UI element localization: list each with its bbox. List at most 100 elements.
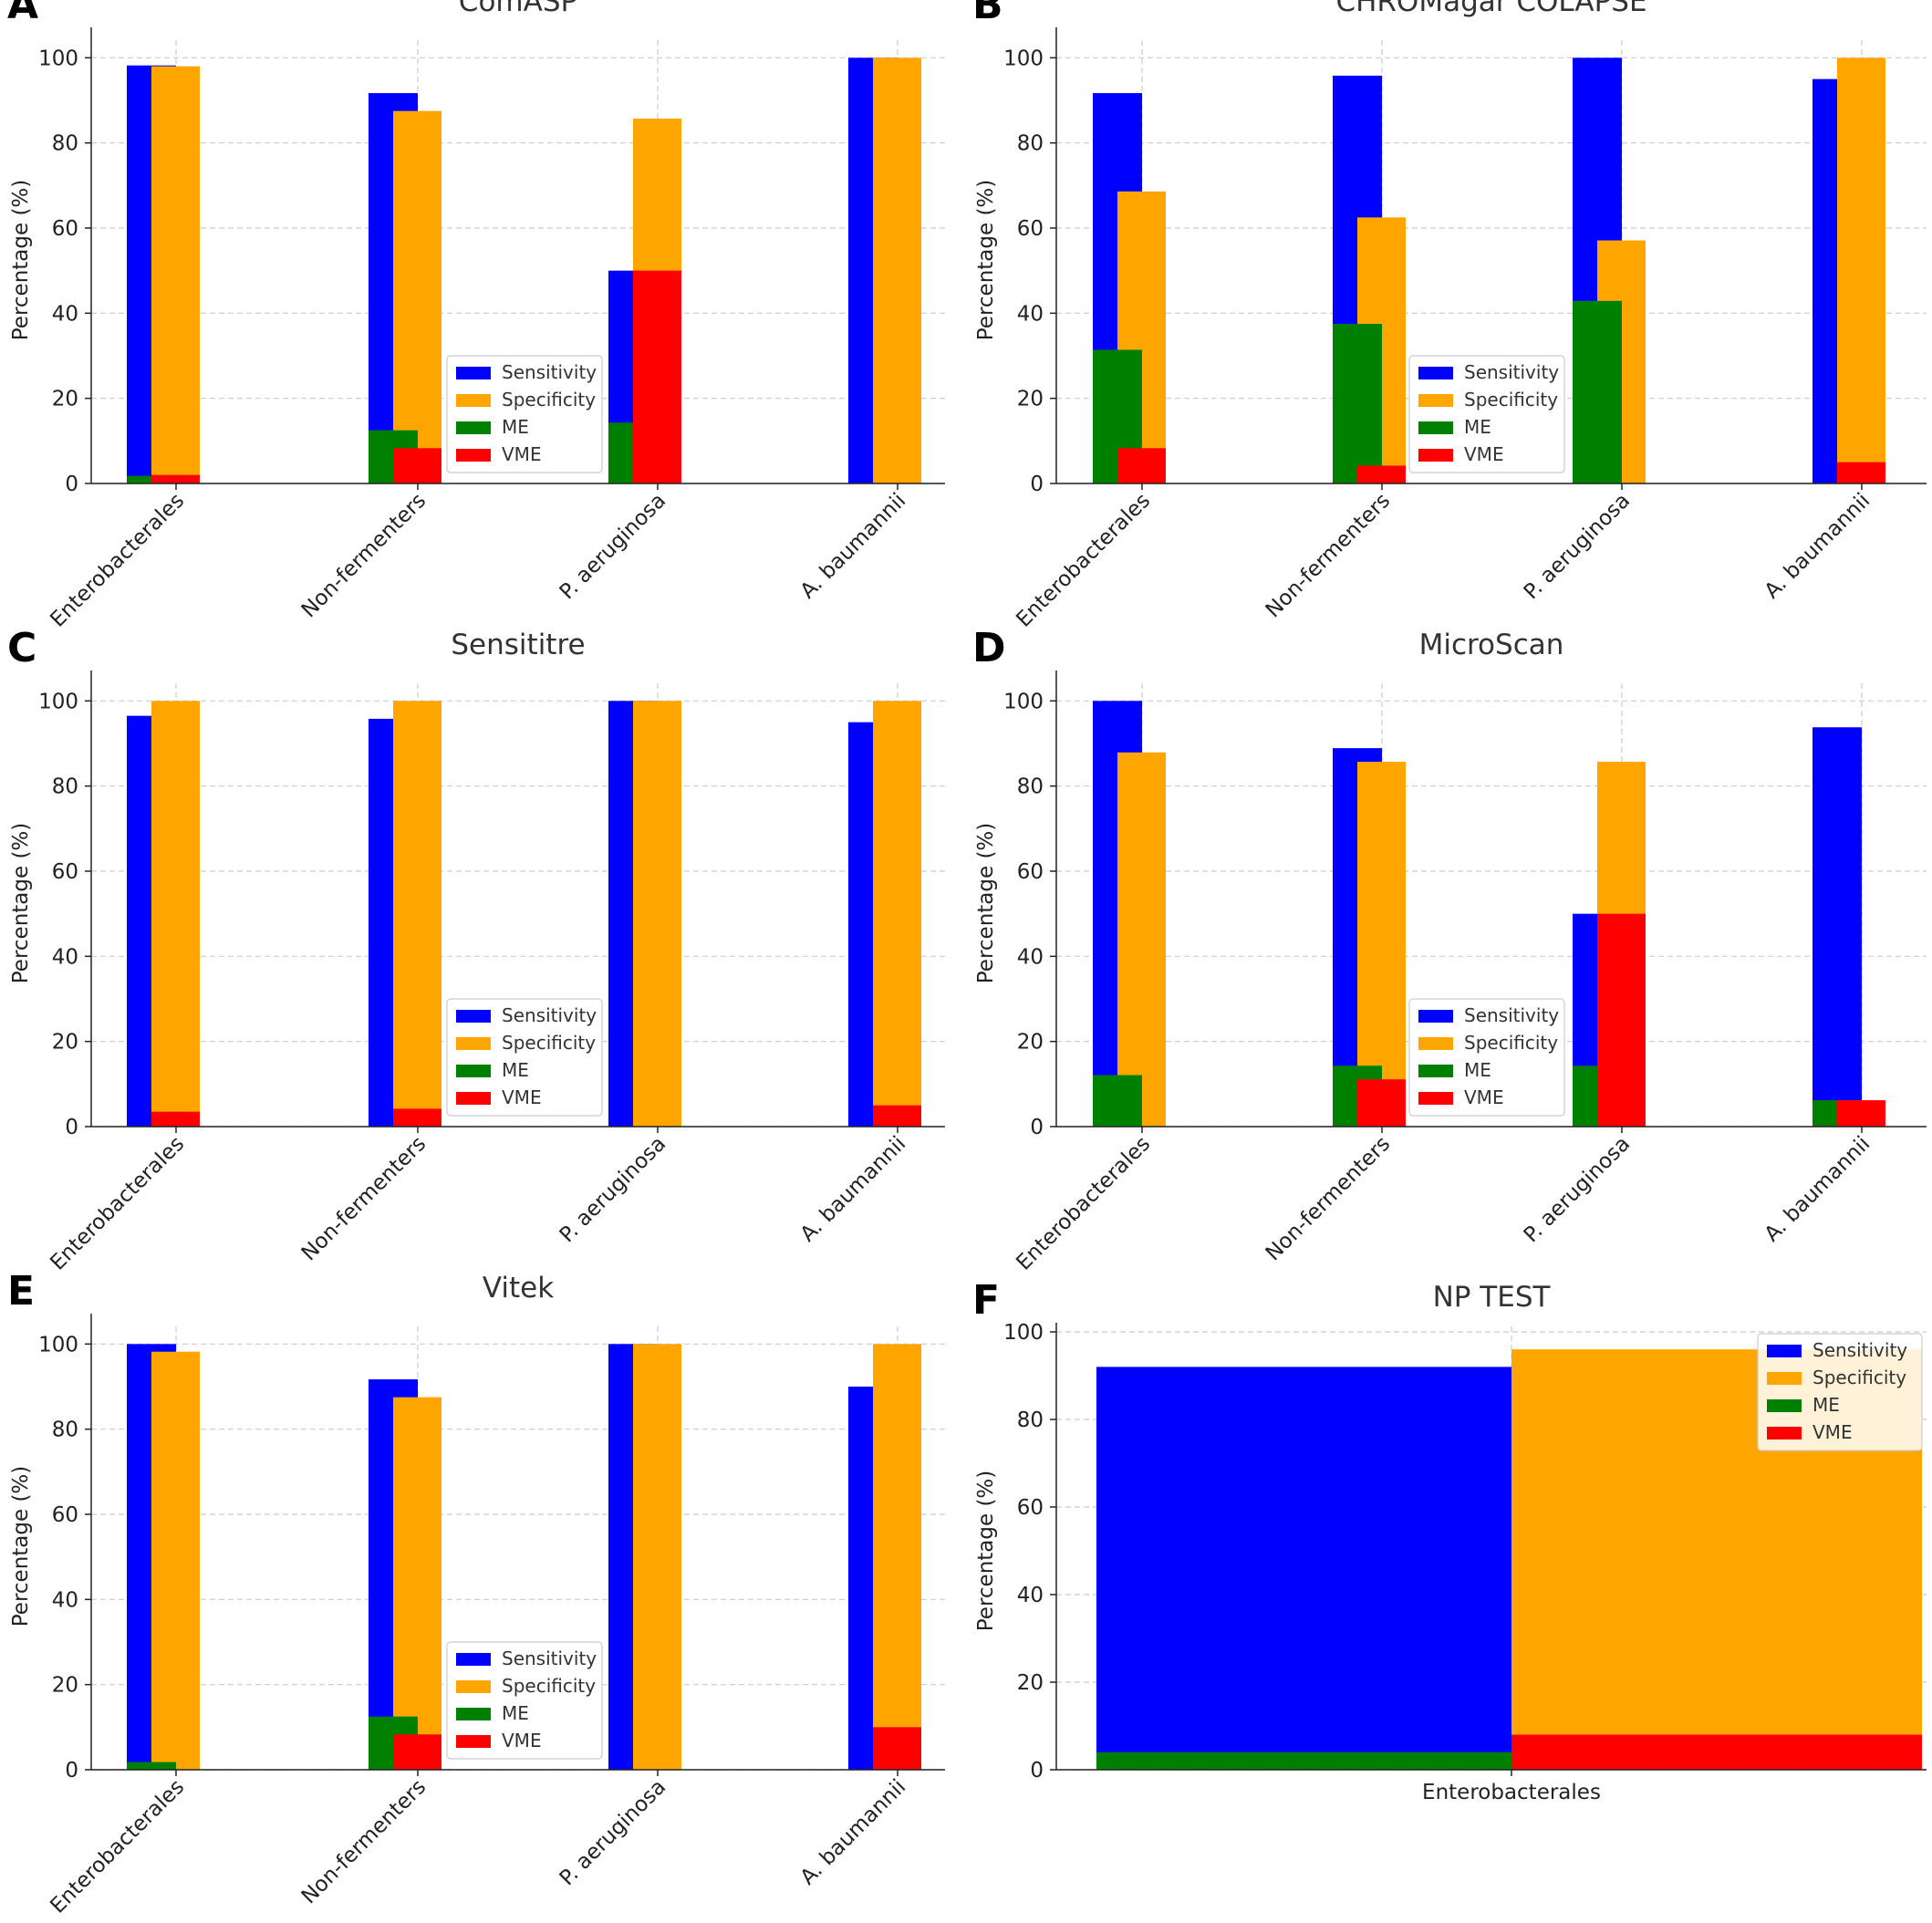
y-tick-label: 60 [52,217,78,241]
legend-label-vme: VME [1464,1086,1504,1108]
x-tick-label: Enterobacterales [1422,1781,1601,1804]
panel-a: 0 20 40 60 80 100 Enterobacterales Non-fermente… [7,0,945,632]
legend-swatch-me [1418,1065,1453,1077]
bar-vme-a-baumannii [873,1727,921,1770]
y-tick-label: 60 [52,1503,78,1527]
y-axis-label: Percentage (%) [9,1466,33,1627]
bar-vme-non-fermenters [393,1734,441,1770]
chart-title: Sensititre [451,629,585,661]
legend-box [1408,355,1565,473]
bar-vme-a-baumannii [873,1105,921,1127]
x-tick-label: A. baumannii [796,489,911,604]
legend-label-sensitivity: Sensitivity [1464,1004,1559,1026]
bar-vme-non-fermenters [393,448,441,483]
bar-sensitivity-a-baumannii [1813,727,1862,1127]
x-tick-label: Non-fermenters [297,1132,431,1266]
legend-label-specificity: Specificity [1464,1032,1558,1054]
legend-swatch-vme [456,1092,491,1105]
panel-label: A [7,0,38,28]
y-tick-label: 60 [1017,1496,1044,1520]
legend-swatch-specificity [1767,1372,1802,1385]
legend-swatch-sensitivity [456,367,491,379]
y-tick-label: 0 [65,473,78,496]
y-tick-label: 40 [1017,945,1044,969]
legend: Sensitivity Specificity ME VME [446,1641,603,1760]
y-tick-label: 0 [65,1759,78,1783]
legend-label-specificity: Specificity [1813,1367,1906,1388]
legend-swatch-specificity [456,394,491,407]
legend-label-me: ME [502,1702,529,1724]
legend-label-me: ME [1813,1394,1840,1416]
chart-title: NP TEST [1433,1281,1552,1314]
legend-swatch-specificity [456,1037,491,1050]
legend: Sensitivity Specificity ME VME [1408,998,1565,1117]
x-tick-label: P. aeruginosa [556,1132,671,1248]
y-tick-label: 20 [1017,1671,1044,1695]
y-tick-label: 100 [1003,47,1044,70]
bar-vme-p-aeruginosa [1597,913,1646,1127]
legend-swatch-me [1418,421,1453,434]
x-tick-label: A. baumannii [1761,1132,1875,1247]
x-tick-label: Non-fermenters [1262,1132,1396,1266]
legend-swatch-sensitivity [1418,367,1453,379]
bar-specificity-p-aeruginosa [633,701,681,1127]
y-tick-label: 20 [52,388,78,411]
bar-vme-p-aeruginosa [633,270,681,483]
legend: Sensitivity Specificity ME VME [446,355,603,473]
x-tick-label: Enterobacterales [46,1132,189,1275]
panel-d: 0 20 40 60 80 100 Enterobacterales Non-fermente… [972,625,1927,1275]
legend-label-sensitivity: Sensitivity [1813,1339,1907,1361]
legend-swatch-vme [1418,449,1453,462]
bar-vme-enterobacterales [1511,1734,1922,1770]
bar-vme-enterobacterales [1117,448,1166,483]
x-tick-label: A. baumannii [796,1775,911,1890]
legend-box [446,355,603,473]
legend-label-vme: VME [1464,443,1504,465]
bar-vme-non-fermenters [1357,465,1406,483]
legend-swatch-sensitivity [456,1653,491,1666]
y-tick-label: 80 [52,1419,78,1442]
bar-specificity-p-aeruginosa [633,1344,681,1770]
y-tick-label: 60 [1017,217,1044,241]
x-tick-label: Non-fermenters [297,489,431,623]
y-tick-label: 100 [38,47,78,70]
bar-me-non-fermenters [1333,324,1382,483]
y-axis-label: Percentage (%) [9,180,33,341]
y-axis-label: Percentage (%) [974,823,998,984]
legend-box [1757,1333,1923,1451]
y-axis-label: Percentage (%) [974,180,998,341]
legend-swatch-specificity [1418,1037,1453,1050]
x-tick-label: P. aeruginosa [1520,489,1636,605]
x-tick-label: P. aeruginosa [556,1775,671,1891]
legend-swatch-vme [456,449,491,462]
x-tick-label: P. aeruginosa [556,489,671,605]
bar-vme-enterobacterales [151,474,200,483]
y-tick-label: 20 [1017,388,1044,411]
legend-label-me: ME [502,416,529,438]
bar-vme-a-baumannii [1837,1100,1885,1127]
panel-c: 0 20 40 60 80 100 Enterobacterales Non-fermente… [7,625,945,1275]
bar-specificity-enterobacterales [1117,752,1166,1127]
x-tick-label: Enterobacterales [1012,1132,1155,1275]
y-tick-label: 0 [65,1116,78,1139]
bar-me-enterobacterales [1093,1075,1142,1127]
x-tick-label: Enterobacterales [1012,489,1155,632]
legend-label-vme: VME [502,1086,542,1108]
bar-specificity-non-fermenters [393,701,441,1127]
bar-sensitivity-enterobacterales [1096,1367,1511,1770]
panel-b: 0 20 40 60 80 100 Enterobacterales Non-fermente… [972,0,1927,632]
legend-swatch-me [456,421,491,434]
y-tick-label: 40 [1017,1584,1044,1607]
y-tick-label: 40 [52,302,78,326]
bar-vme-non-fermenters [393,1108,441,1127]
y-tick-label: 20 [1017,1031,1044,1055]
legend-swatch-vme [1767,1427,1802,1440]
legend-label-me: ME [1464,416,1491,438]
panel-label: C [7,625,36,671]
bar-vme-a-baumannii [1837,462,1885,483]
y-tick-label: 100 [1003,1321,1044,1345]
x-tick-label: P. aeruginosa [1520,1132,1636,1248]
y-tick-label: 0 [1030,1759,1044,1783]
panel-label: E [7,1268,35,1315]
